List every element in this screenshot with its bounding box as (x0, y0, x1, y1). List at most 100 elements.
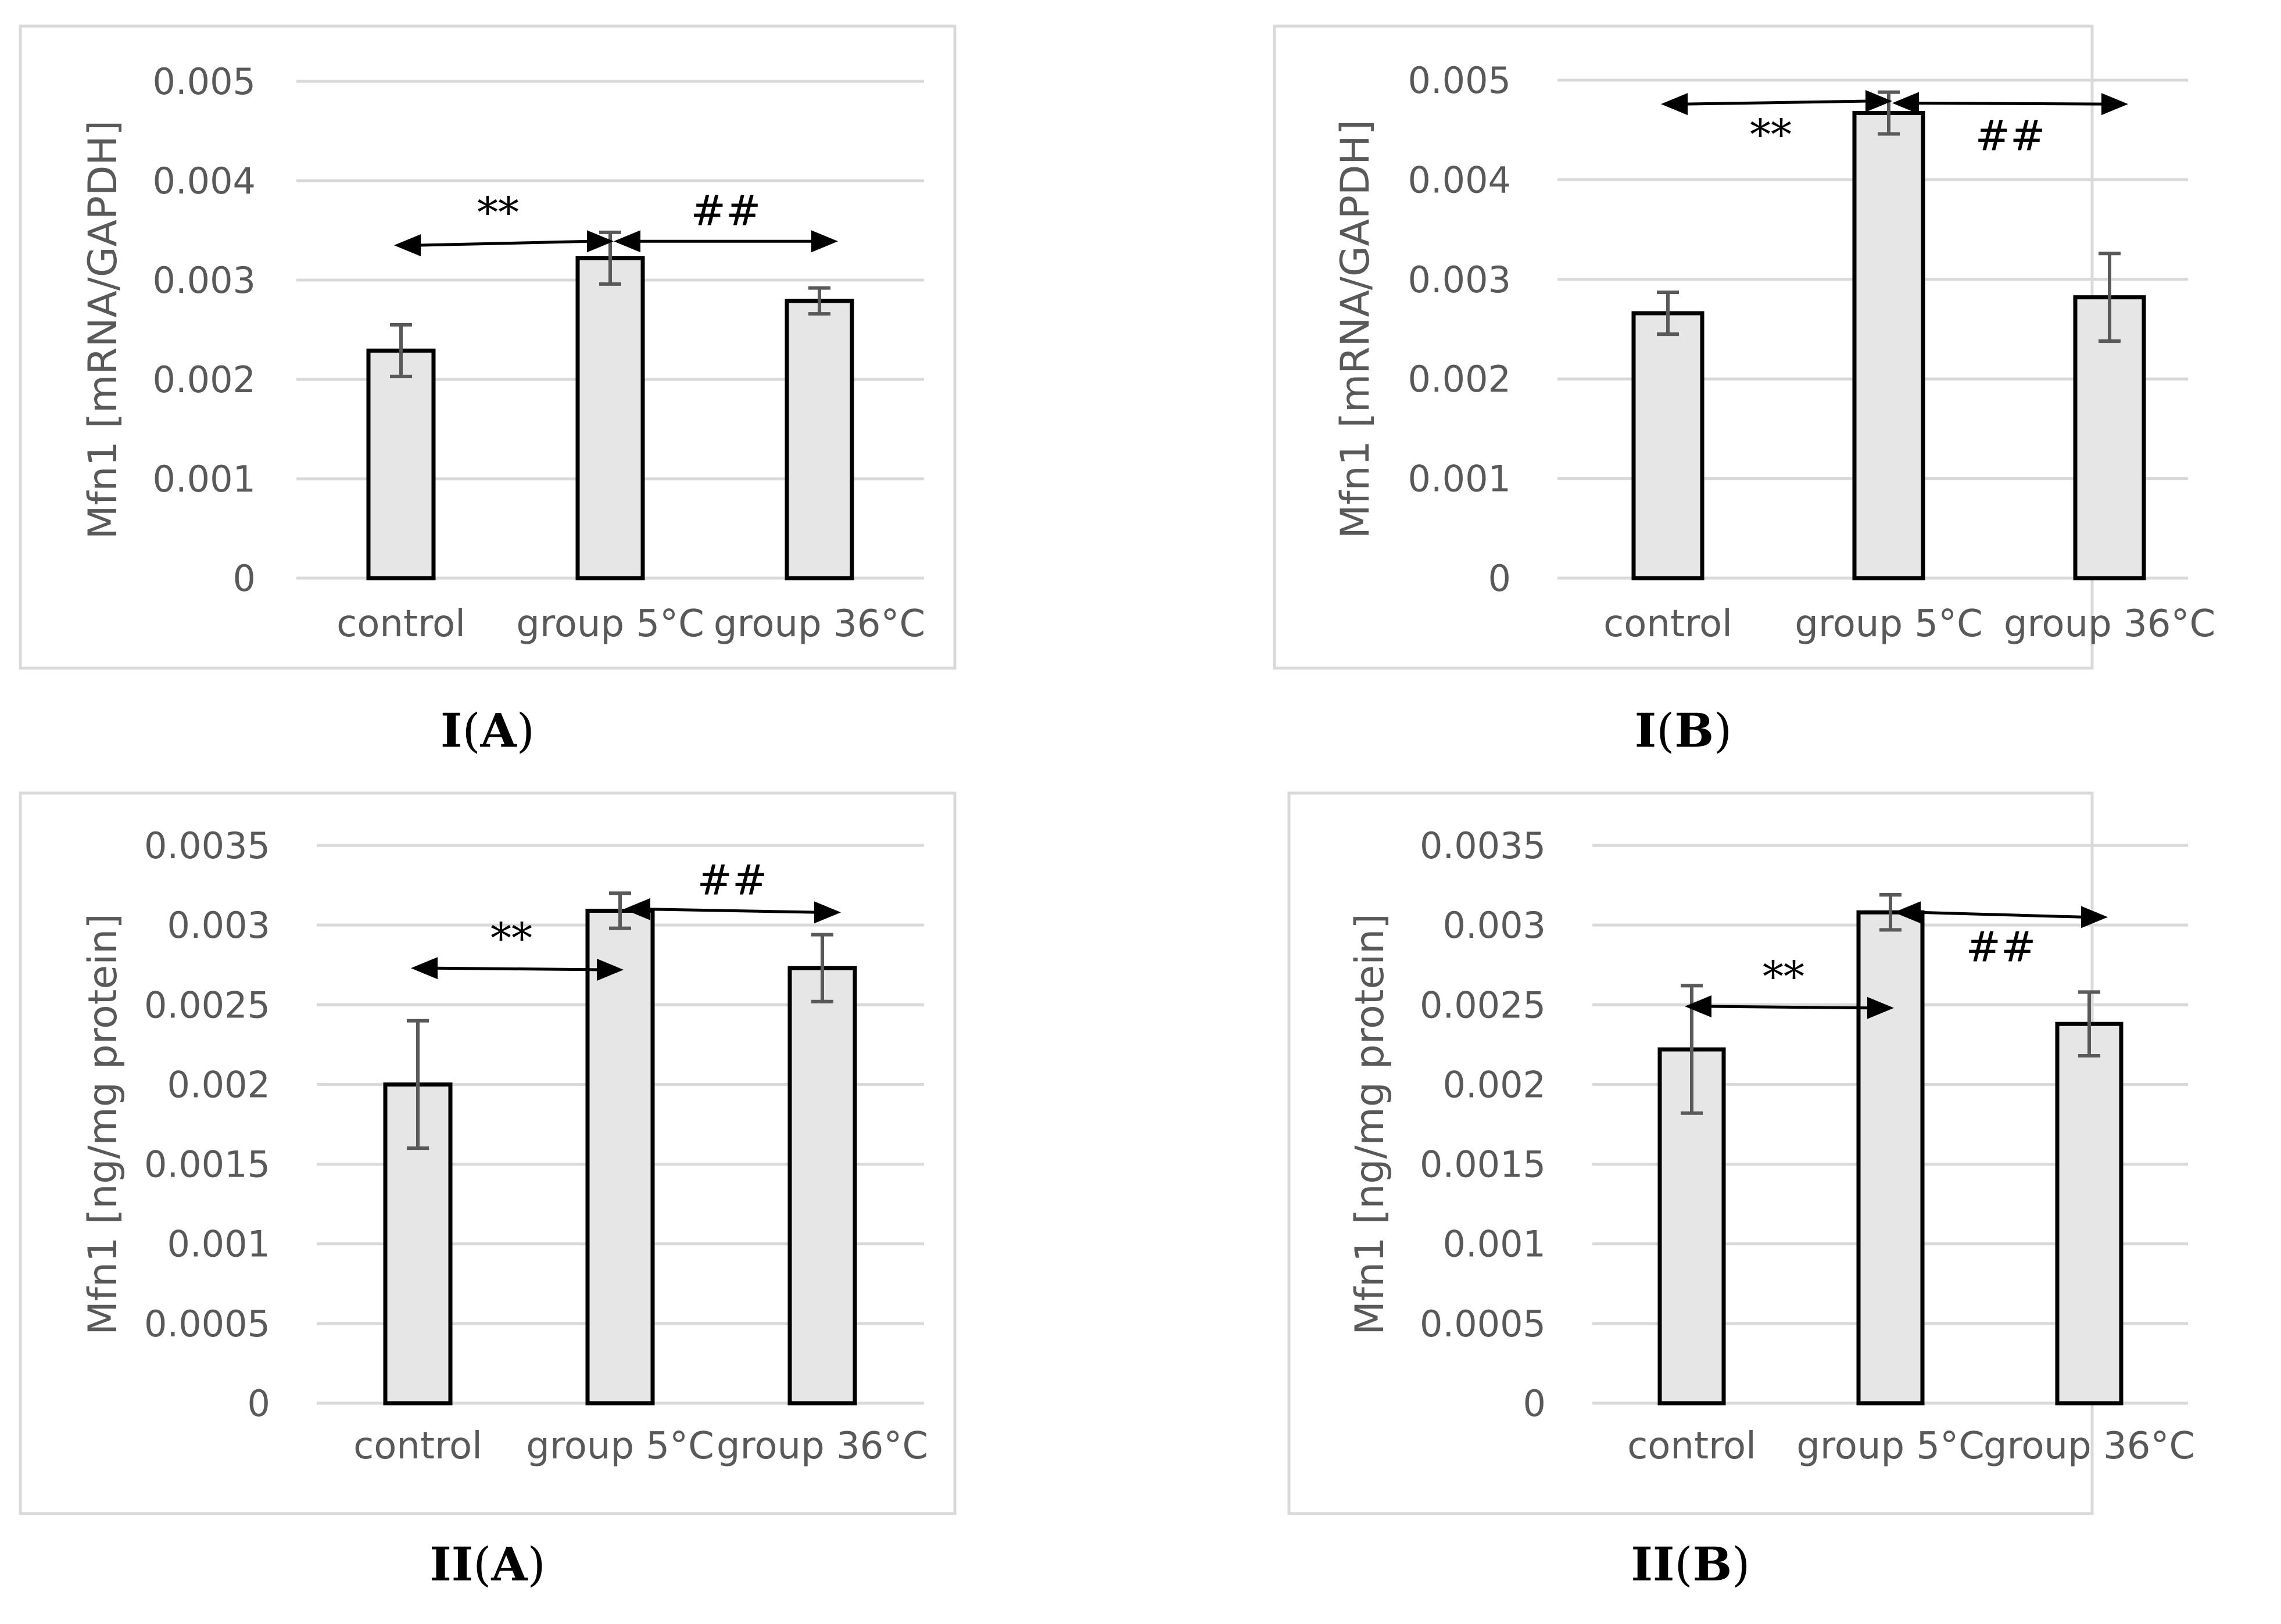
y-tick-label: 0.005 (1408, 59, 1512, 102)
y-tick-label: 0 (1523, 1382, 1546, 1425)
y-tick-label: 0.002 (167, 1063, 271, 1106)
bar (2055, 1021, 2124, 1406)
x-category-label: group 5°C (1795, 603, 1983, 646)
significance-annotation: ** (411, 914, 624, 981)
chart-panel-IIB: 0 0.0005 0.001 0.0015 0.002 0.0025 0.003 0.0035… (1287, 791, 2195, 1591)
significance-annotation: ** (1661, 89, 1892, 159)
arrow-line (1684, 99, 1870, 106)
significance-annotation: ## (1894, 901, 2108, 971)
arrow-head-left-icon (624, 898, 650, 920)
x-category-label: control (336, 603, 465, 646)
y-axis-label: Mfn1 [mRNA/GAPDH] (80, 120, 126, 539)
y-tick-label: 0.0015 (144, 1143, 270, 1186)
arrow-head-right-icon (2081, 906, 2108, 928)
y-tick-label: 0.001 (1408, 458, 1512, 500)
error-bar (1878, 90, 1900, 136)
arrow-head-right-icon (2101, 93, 2128, 116)
x-category-label: control (1603, 603, 1732, 646)
error-bar (2078, 990, 2100, 1058)
y-axis-label: Mfn1 [mRNA/GAPDH] (1333, 120, 1378, 539)
y-tick-label: 0.001 (167, 1223, 271, 1265)
bar (787, 966, 857, 1406)
y-tick-label: 0.002 (153, 359, 256, 401)
y-tick-label: 0.003 (1408, 259, 1512, 301)
y-tick-label: 0.004 (153, 160, 256, 202)
panel-caption: I(A) (441, 703, 535, 758)
arrow-line (417, 239, 591, 247)
error-bar (1879, 893, 1902, 932)
x-category-label: group 36°C (717, 1425, 928, 1468)
arrow-head-right-icon (587, 230, 614, 253)
significance-annotation: ## (1892, 92, 2128, 160)
x-category-label: control (1627, 1425, 1756, 1468)
y-tick-label: 0 (233, 557, 256, 600)
significance-label: ** (490, 914, 532, 963)
arrow-head-left-icon (411, 957, 438, 980)
bar (575, 256, 645, 580)
arrow-head-left-icon (394, 234, 421, 257)
error-bar (1657, 291, 1679, 336)
significance-label: ## (1975, 111, 2046, 160)
panel-caption-main: I (1635, 703, 1656, 758)
panel-caption-sub: A (480, 703, 517, 758)
x-category-label: group 36°C (1983, 1425, 2195, 1468)
y-tick-label: 0.0005 (144, 1303, 270, 1345)
y-tick-label: 0.002 (1443, 1063, 1546, 1106)
significance-label: ** (1763, 952, 1804, 1001)
significance-label: ** (1750, 110, 1792, 159)
y-tick-label: 0.003 (167, 904, 271, 947)
arrow-line (1917, 910, 2085, 919)
y-axis-label: Mfn1 [ng/mg protein] (80, 913, 126, 1335)
y-tick-label: 0.005 (153, 60, 256, 103)
chart-panel-IB: 0 0.001 0.002 0.003 0.004 0.005 Mfn1 [mRNA/GAP… (1273, 24, 2215, 758)
y-tick-label: 0.003 (1443, 904, 1546, 947)
panel-caption: II(A) (429, 1537, 545, 1591)
error-bar (407, 1019, 429, 1150)
arrow-head-right-icon (814, 901, 841, 924)
x-category-label: control (353, 1425, 482, 1468)
x-category-label: group 5°C (526, 1425, 714, 1468)
significance-annotation: ## (624, 855, 841, 924)
arrow-head-right-icon (1865, 89, 1892, 112)
y-tick-label: 0 (248, 1382, 270, 1425)
bar (785, 299, 854, 580)
arrow-head-left-icon (1685, 995, 1711, 1018)
arrow-head-right-icon (1867, 996, 1894, 1019)
significance-label: ## (697, 855, 768, 904)
x-category-label: group 5°C (1796, 1425, 1985, 1468)
error-bar (808, 286, 830, 316)
y-tick-label: 0 (1488, 557, 1511, 600)
significance-label: ** (477, 188, 519, 237)
arrow-head-left-icon (1894, 901, 1921, 924)
arrow-line (1915, 101, 2105, 106)
arrow-line (434, 966, 601, 971)
bar (1856, 910, 1925, 1406)
panel-caption: II(B) (1631, 1537, 1750, 1591)
bar (1631, 311, 1705, 580)
panel-caption-sub: B (1674, 703, 1714, 758)
error-bar (390, 322, 412, 378)
y-tick-label: 0.004 (1408, 159, 1512, 201)
bar (1852, 111, 1925, 580)
significance-label: ## (1966, 922, 2036, 971)
error-bar (811, 933, 833, 1003)
panel-caption-sub: B (1693, 1537, 1732, 1591)
x-category-label: group 36°C (2004, 603, 2215, 646)
y-tick-label: 0.003 (153, 259, 256, 302)
y-tick-label: 0.001 (1443, 1223, 1546, 1265)
arrow-head-right-icon (597, 958, 624, 981)
significance-label: ## (691, 186, 761, 235)
error-bar (2099, 252, 2121, 343)
chart-panel-IA: 0 0.001 0.002 0.003 0.004 0.005 Mfn1 [mRNA/GAP… (19, 24, 957, 758)
bar (366, 348, 436, 580)
y-tick-label: 0.0025 (144, 984, 270, 1026)
panel-caption-main: I (441, 703, 462, 758)
chart-frame (19, 791, 957, 1515)
y-tick-label: 0.0005 (1420, 1303, 1546, 1345)
y-tick-label: 0.0025 (1420, 984, 1546, 1026)
chart-panel-IIA: 0 0.0005 0.001 0.0015 0.002 0.0025 0.003 0.0035… (19, 791, 957, 1591)
significance-annotation: ## (614, 186, 838, 253)
arrow-head-left-icon (1892, 92, 1919, 114)
arrow-line (646, 908, 818, 914)
panel-caption-sub: A (490, 1537, 528, 1591)
